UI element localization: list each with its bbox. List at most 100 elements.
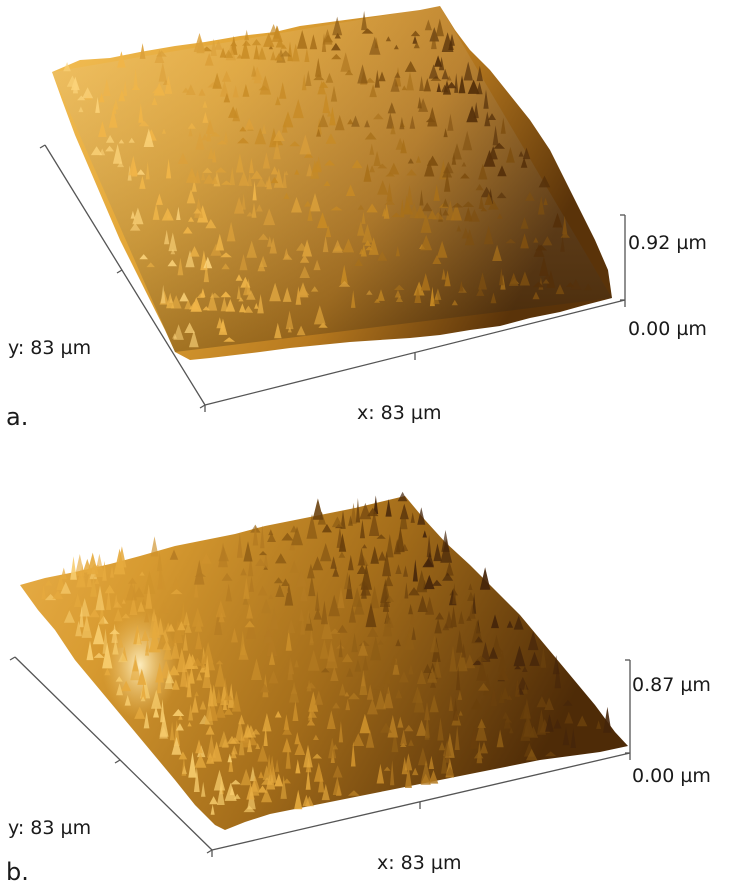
surface-spike	[560, 231, 570, 238]
surface-spike	[451, 299, 458, 306]
surface-spike	[140, 682, 146, 700]
surface-spike	[183, 611, 190, 626]
surface-spike	[118, 652, 128, 663]
surface-spike	[542, 279, 550, 284]
surface-spike	[532, 291, 540, 300]
surface-spike	[328, 594, 340, 617]
surface-spike	[424, 713, 430, 738]
surface-spike	[318, 772, 325, 793]
surface-spike	[281, 532, 294, 541]
surface-spike	[275, 553, 287, 564]
surface-spike	[269, 237, 277, 254]
surface-spike	[390, 124, 396, 135]
surface-spike	[340, 510, 346, 529]
surface-spike	[209, 292, 220, 298]
surface-spike	[159, 726, 168, 739]
surface-spike	[218, 612, 225, 623]
surface-spike	[400, 729, 407, 746]
surface-spike	[281, 578, 290, 586]
z-min-label: 0.00 µm	[632, 765, 711, 787]
surface-spike	[243, 723, 253, 738]
surface-spike	[442, 740, 452, 756]
surface-spike	[242, 595, 249, 605]
surface-spike	[172, 679, 180, 690]
surface-spike	[215, 660, 224, 665]
afm-panel-a: 0.92 µm 0.00 µm y: 83 µm x: 83 µm a.	[0, 0, 747, 440]
surface-spike	[520, 233, 529, 249]
surface-spike	[77, 95, 86, 101]
surface-spike	[210, 38, 217, 56]
surface-spike	[283, 248, 290, 259]
surface-spike	[246, 211, 254, 217]
surface-spike	[263, 208, 276, 226]
surface-spike	[294, 789, 303, 810]
surface-spike	[258, 551, 268, 556]
surface-spike	[307, 563, 315, 579]
surface-spike	[298, 287, 310, 296]
surface-spike	[105, 145, 115, 152]
y-axis-a	[44, 144, 206, 406]
surface-spike	[317, 80, 326, 95]
surface-spike	[348, 515, 353, 526]
surface-spike	[536, 696, 548, 708]
surface-spike	[446, 81, 457, 89]
surface-spike	[514, 678, 520, 697]
surface-spike	[229, 786, 235, 796]
surface-spike	[185, 670, 191, 688]
surface-spike	[461, 161, 467, 167]
surface-spike	[275, 96, 281, 106]
surface-spike	[291, 526, 303, 546]
surface-spike	[522, 147, 531, 160]
surface-spike	[347, 790, 360, 796]
surface-spike	[496, 667, 509, 681]
surface-spike	[251, 658, 262, 680]
surface-spike	[325, 72, 334, 83]
surface-spike	[204, 701, 214, 725]
surface-spike	[451, 202, 464, 208]
surface-spike	[164, 75, 173, 94]
surface-spike	[160, 699, 165, 723]
surface-spike	[414, 286, 422, 303]
panel-tag: a.	[6, 403, 29, 431]
surface-spike	[423, 78, 431, 92]
surface-spike	[367, 507, 379, 517]
surface-spike	[189, 330, 199, 348]
x-axis-label: x: 83 µm	[377, 852, 462, 874]
surface-spike	[280, 775, 287, 799]
surface-spike	[72, 76, 78, 94]
surface-spike	[426, 155, 439, 166]
surface-spike	[239, 630, 246, 655]
surface-spike	[270, 177, 279, 184]
surface-spike	[255, 743, 261, 749]
surface-spike	[280, 44, 287, 49]
surface-spike	[434, 618, 442, 634]
y-axis-b	[14, 656, 213, 851]
surface-spike	[239, 254, 248, 271]
surface-spike	[408, 603, 413, 615]
surface-spike	[403, 565, 409, 577]
surface-spike	[128, 137, 135, 143]
surface-spike	[227, 753, 233, 763]
surface-spike	[365, 77, 375, 83]
surface-spike	[310, 286, 319, 292]
surface-spike	[226, 221, 236, 242]
surface-spike	[159, 602, 169, 614]
surface-spike	[118, 638, 124, 648]
surface-spike	[454, 725, 460, 750]
surface-spike	[330, 666, 339, 681]
surface-spike	[247, 738, 253, 753]
surface-spike	[274, 322, 282, 339]
surface-spike	[513, 615, 524, 630]
surface-spike	[312, 498, 324, 520]
surface-spike	[287, 618, 296, 634]
surface-spike	[411, 626, 416, 640]
surface-spike	[452, 143, 462, 160]
surface-spike	[456, 225, 462, 232]
surface-spike	[199, 700, 207, 710]
surface-spike	[179, 292, 189, 302]
surface-spike	[294, 732, 301, 745]
surface-spike	[86, 640, 94, 661]
surface-spike	[525, 191, 535, 201]
surface-spike	[266, 768, 276, 790]
surface-spike	[347, 554, 354, 571]
